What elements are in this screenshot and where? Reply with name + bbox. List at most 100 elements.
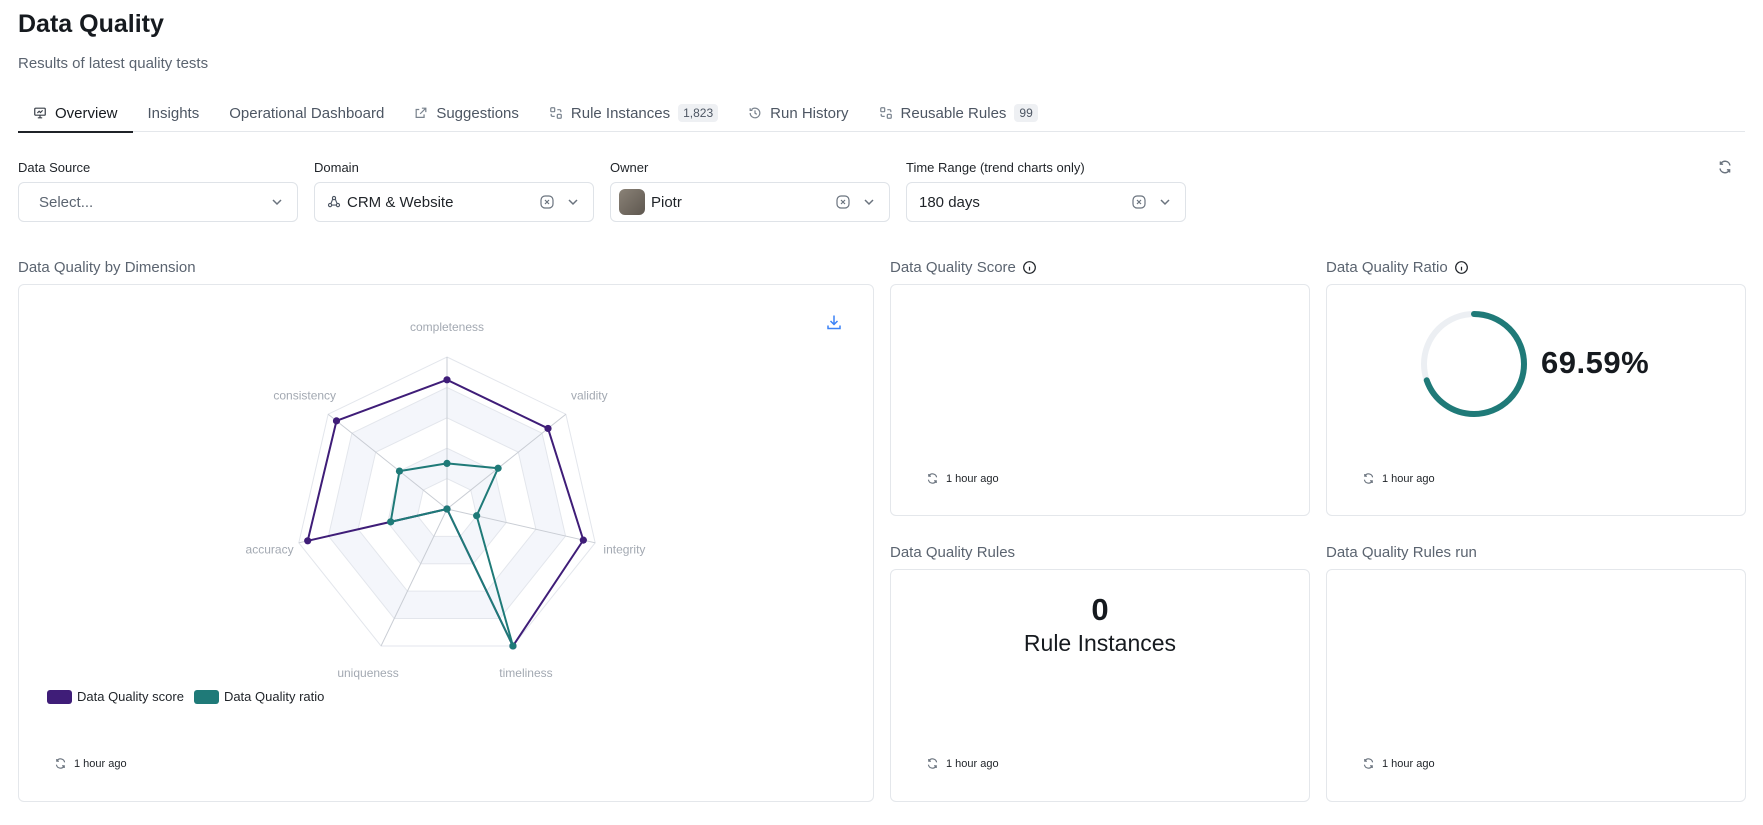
data-source-label: Data Source xyxy=(18,160,91,175)
info-icon[interactable] xyxy=(1454,260,1469,275)
time-range-select[interactable]: 180 days xyxy=(906,182,1186,222)
refresh-icon[interactable] xyxy=(54,757,67,770)
ratio-value: 69.59% xyxy=(1541,345,1650,380)
owner-select[interactable]: Piotr xyxy=(610,182,890,222)
tab-bar: Overview Insights Operational Dashboard … xyxy=(18,94,1745,133)
updated-timestamp: 1 hour ago xyxy=(926,757,999,770)
radar-point-ratio-consistency xyxy=(395,467,404,475)
radar-point-ratio-validity xyxy=(494,464,502,472)
tab-overview-label: Overview xyxy=(55,104,118,122)
radar-axis-line xyxy=(327,413,448,510)
domain-value: CRM & Website xyxy=(347,193,454,211)
legend-item-score[interactable]: Data Quality score xyxy=(47,689,184,704)
tab-overview[interactable]: Overview xyxy=(18,94,133,133)
tab-insights[interactable]: Insights xyxy=(133,94,215,132)
legend-swatch-score xyxy=(47,689,72,704)
radar-axis-label-uniqueness: uniqueness xyxy=(337,666,398,680)
updated-timestamp: 1 hour ago xyxy=(1362,757,1435,770)
owner-filter: Owner Piotr xyxy=(610,160,890,222)
tab-run-history-label: Run History xyxy=(770,104,849,122)
radar-point-score-integrity xyxy=(579,536,587,544)
ratio-ring xyxy=(1421,311,1527,417)
radar-axis-label-accuracy: accuracy xyxy=(246,542,294,556)
owner-label: Owner xyxy=(610,160,649,175)
updated-timestamp: 1 hour ago xyxy=(1362,472,1435,485)
rules-card: 0 Rule Instances 1 hour ago xyxy=(890,569,1310,802)
tab-insights-label: Insights xyxy=(147,104,200,122)
data-source-placeholder: Select... xyxy=(39,193,94,211)
refresh-icon[interactable] xyxy=(926,472,939,485)
radar-axis-label-completeness: completeness xyxy=(410,320,484,334)
time-range-label: Time Range (trend charts only) xyxy=(906,160,1085,175)
radar-axis-label-integrity: integrity xyxy=(603,542,645,556)
ratio-ring-fill xyxy=(1421,311,1527,417)
domain-label: Domain xyxy=(314,160,359,175)
avatar xyxy=(619,189,645,215)
time-range-value: 180 days xyxy=(919,193,980,211)
tab-reusable-rules[interactable]: Reusable Rules 99 xyxy=(864,94,1053,132)
refresh-icon[interactable] xyxy=(1362,472,1375,485)
updated-timestamp: 1 hour ago xyxy=(926,472,999,485)
tab-suggestions-label: Suggestions xyxy=(436,104,519,122)
data-source-filter: Data Source Select... xyxy=(18,160,298,222)
radar-series-ratio xyxy=(389,462,514,647)
radar-point-ratio-completeness xyxy=(443,459,451,467)
page-subtitle: Results of latest quality tests xyxy=(18,55,209,72)
rules-icon xyxy=(549,106,563,120)
tab-reusable-rules-label: Reusable Rules xyxy=(900,104,1007,122)
tab-run-history[interactable]: Run History xyxy=(733,94,863,132)
chevron-down-icon[interactable] xyxy=(269,194,285,210)
updated-timestamp: 1 hour ago xyxy=(54,757,127,770)
info-icon[interactable] xyxy=(1022,260,1037,275)
ratio-title: Data Quality Ratio xyxy=(1326,259,1469,276)
clear-icon[interactable] xyxy=(539,194,555,210)
chevron-down-icon[interactable] xyxy=(861,194,877,210)
chevron-down-icon[interactable] xyxy=(1157,194,1173,210)
score-card: 1 hour ago xyxy=(890,284,1310,516)
download-icon[interactable] xyxy=(825,313,843,331)
radar-axis-label-validity: validity xyxy=(571,389,608,403)
radar-point-ratio-accuracy xyxy=(387,518,395,526)
dimension-card: completeness validity integrity timeliness u… xyxy=(18,284,874,802)
refresh-icon[interactable] xyxy=(926,757,939,770)
radar-point-score-accuracy xyxy=(304,537,312,545)
dimension-title: Data Quality by Dimension xyxy=(18,259,196,276)
clear-icon[interactable] xyxy=(835,194,851,210)
radar-point-ratio-integrity xyxy=(473,512,481,520)
tab-operational-dashboard[interactable]: Operational Dashboard xyxy=(214,94,399,132)
ratio-card: 69.59% 1 hour ago xyxy=(1326,284,1746,516)
chart-legend: Data Quality score Data Quality ratio xyxy=(47,689,324,704)
refresh-icon[interactable] xyxy=(1362,757,1375,770)
legend-swatch-ratio xyxy=(193,689,219,704)
domain-filter: Domain CRM & Website xyxy=(314,160,594,222)
page-title: Data Quality xyxy=(18,10,164,38)
data-source-select[interactable]: Select... xyxy=(18,182,298,222)
radar-point-ratio-timeliness xyxy=(509,642,517,650)
radar-chart: completeness validity integrity timeliness u… xyxy=(246,320,646,680)
domain-select[interactable]: CRM & Website xyxy=(314,182,594,222)
refresh-icon[interactable] xyxy=(1717,159,1733,175)
rules-run-title: Data Quality Rules run xyxy=(1326,544,1477,561)
presentation-icon xyxy=(33,106,47,120)
rules-label: Rule Instances xyxy=(1023,630,1177,656)
tab-rule-instances[interactable]: Rule Instances 1,823 xyxy=(534,94,733,132)
reusable-rules-count-badge: 99 xyxy=(1014,104,1038,122)
radar-axis-label-timeliness: timeliness xyxy=(499,666,552,680)
tab-suggestions[interactable]: Suggestions xyxy=(399,94,534,132)
radar-point-score-consistency xyxy=(332,417,341,425)
chevron-down-icon[interactable] xyxy=(565,194,581,210)
time-range-filter: Time Range (trend charts only) 180 days xyxy=(906,160,1186,222)
rules-count: 0 xyxy=(1091,592,1109,627)
radar-axis-label-consistency: consistency xyxy=(273,389,336,403)
score-title: Data Quality Score xyxy=(890,259,1037,276)
external-link-icon xyxy=(414,106,428,120)
legend-label-score: Data Quality score xyxy=(77,689,184,704)
legend-item-ratio[interactable]: Data Quality ratio xyxy=(193,689,324,704)
rules-icon xyxy=(879,106,893,120)
radar-point-score-validity xyxy=(544,424,552,433)
radar-axis-line xyxy=(380,508,448,647)
rules-run-card: 1 hour ago xyxy=(1326,569,1746,802)
history-icon xyxy=(748,106,762,120)
rules-title: Data Quality Rules xyxy=(890,544,1016,561)
clear-icon[interactable] xyxy=(1131,194,1147,210)
